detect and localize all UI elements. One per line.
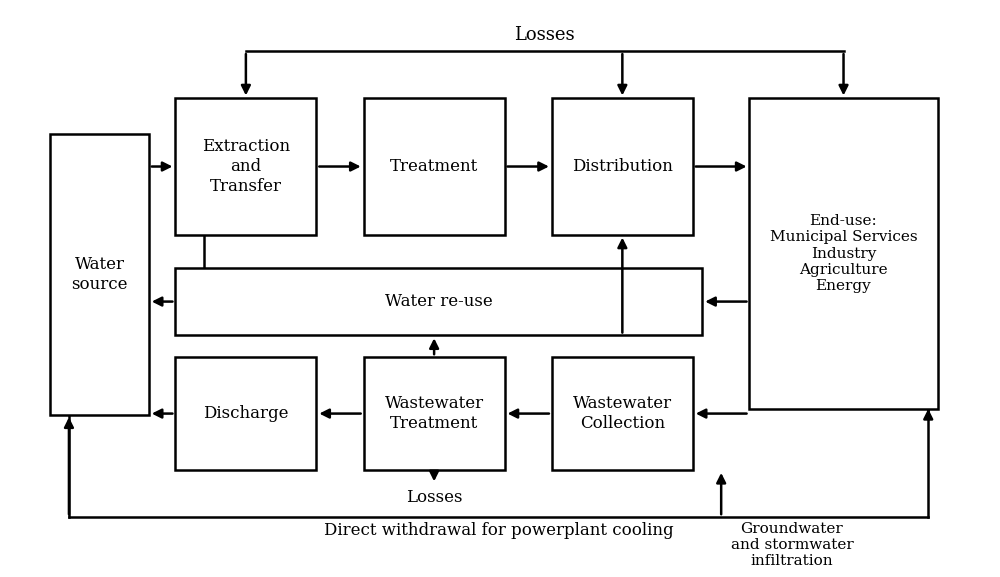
Text: Treatment: Treatment bbox=[390, 158, 478, 175]
Bar bbox=[175, 98, 316, 235]
Bar bbox=[175, 268, 702, 335]
Text: Extraction
and
Transfer: Extraction and Transfer bbox=[202, 138, 290, 194]
Text: End-use:
Municipal Services
Industry
Agriculture
Energy: End-use: Municipal Services Industry Agr… bbox=[770, 214, 917, 293]
Text: Wastewater
Treatment: Wastewater Treatment bbox=[385, 395, 484, 432]
Text: Losses: Losses bbox=[406, 489, 462, 506]
Bar bbox=[364, 357, 505, 470]
Text: Groundwater
and stormwater
infiltration: Groundwater and stormwater infiltration bbox=[731, 522, 853, 568]
Text: Wastewater
Collection: Wastewater Collection bbox=[573, 395, 672, 432]
Text: Direct withdrawal for powerplant cooling: Direct withdrawal for powerplant cooling bbox=[324, 522, 673, 539]
Text: Distribution: Distribution bbox=[572, 158, 673, 175]
Text: Losses: Losses bbox=[514, 26, 575, 44]
Text: Water
source: Water source bbox=[71, 256, 128, 293]
Text: Water re-use: Water re-use bbox=[385, 293, 493, 310]
Bar bbox=[552, 98, 693, 235]
Bar bbox=[364, 98, 505, 235]
Bar bbox=[50, 134, 149, 414]
Bar bbox=[175, 357, 316, 470]
Text: Discharge: Discharge bbox=[203, 405, 289, 422]
Bar bbox=[552, 357, 693, 470]
Bar bbox=[749, 98, 938, 409]
